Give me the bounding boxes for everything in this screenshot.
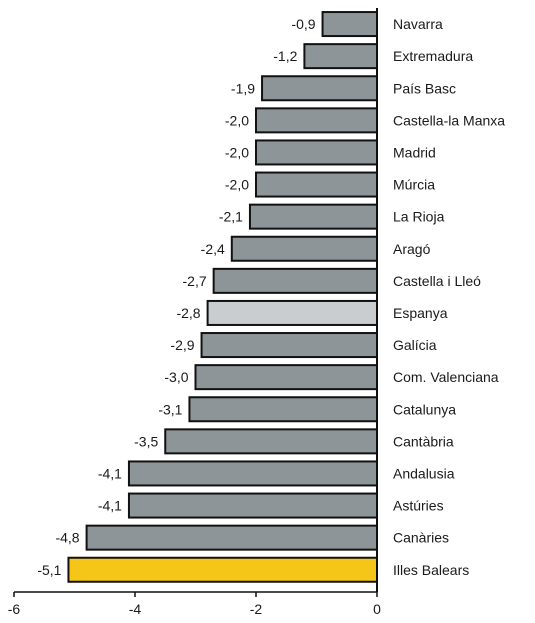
bar-arago <box>230 235 378 262</box>
value-label-extremadura: -1,2 <box>273 48 297 64</box>
bar-castella-i-lleo <box>212 267 378 294</box>
bar-castella-la-manxa <box>255 107 378 134</box>
x-tick-label: -2 <box>250 601 263 617</box>
value-label-castella-i-lleo: -2,7 <box>183 273 207 289</box>
bar-cantabria <box>164 428 378 455</box>
bar-la-rioja <box>248 203 378 230</box>
category-label-cantabria: Cantàbria <box>393 433 454 449</box>
category-label-canaries: Canàries <box>393 530 449 546</box>
value-label-illes-balears: -5,1 <box>37 562 61 578</box>
bar-catalunya <box>188 396 378 423</box>
bar-canaries <box>85 524 378 551</box>
category-label-la-rioja: La Rioja <box>393 209 445 225</box>
bar-espanya <box>206 299 378 326</box>
bar-illes-balears <box>67 556 378 583</box>
category-label-galicia: Galícia <box>393 337 437 353</box>
value-label-navarra: -0,9 <box>291 16 315 32</box>
category-label-navarra: Navarra <box>393 16 443 32</box>
value-label-madrid: -2,0 <box>225 144 249 160</box>
category-label-extremadura: Extremadura <box>393 48 473 64</box>
category-label-murcia: Múrcia <box>393 177 435 193</box>
category-label-madrid: Madrid <box>393 144 436 160</box>
value-label-cantabria: -3,5 <box>134 433 158 449</box>
value-label-galicia: -2,9 <box>170 337 194 353</box>
value-label-espanya: -2,8 <box>176 305 200 321</box>
bar-com-valenciana <box>194 364 378 391</box>
value-label-catalunya: -3,1 <box>158 401 182 417</box>
bars-group <box>67 11 378 583</box>
category-label-castella-i-lleo: Castella i Lleó <box>393 273 481 289</box>
category-label-andalusia: Andalusia <box>393 465 455 481</box>
x-tick-label: -6 <box>8 601 21 617</box>
value-label-pais-basc: -1,9 <box>231 80 255 96</box>
bar-extremadura <box>303 43 378 70</box>
category-label-catalunya: Catalunya <box>393 401 456 417</box>
category-label-illes-balears: Illes Balears <box>393 562 469 578</box>
value-label-com-valenciana: -3,0 <box>164 369 188 385</box>
bar-murcia <box>255 171 378 198</box>
bar-andalusia <box>127 460 378 487</box>
category-label-arago: Aragó <box>393 241 431 257</box>
category-label-espanya: Espanya <box>393 305 448 321</box>
x-axis: -6 -4 -2 0 <box>8 8 381 617</box>
value-label-asturies: -4,1 <box>98 498 122 514</box>
bar-pais-basc <box>261 75 378 102</box>
category-label-pais-basc: País Basc <box>393 80 456 96</box>
category-label-asturies: Astúries <box>393 498 444 514</box>
category-label-com-valenciana: Com. Valenciana <box>393 369 499 385</box>
value-label-arago: -2,4 <box>201 241 225 257</box>
value-label-andalusia: -4,1 <box>98 465 122 481</box>
value-label-murcia: -2,0 <box>225 177 249 193</box>
bar-galicia <box>200 332 378 359</box>
category-label-castella-la-manxa: Castella-la Manxa <box>393 112 505 128</box>
value-label-castella-la-manxa: -2,0 <box>225 112 249 128</box>
x-tick-label: -4 <box>129 601 142 617</box>
bar-madrid <box>255 139 378 166</box>
bar-navarra <box>321 11 378 38</box>
value-label-la-rioja: -2,1 <box>219 209 243 225</box>
x-tick-label: 0 <box>373 601 381 617</box>
value-label-canaries: -4,8 <box>55 530 79 546</box>
value-labels-group: -0,9 -1,2 -1,9 -2,0 -2,0 -2,0 -2,1 -2,4 -2,7 -2,8… <box>37 16 315 578</box>
bar-asturies <box>127 492 378 519</box>
category-labels-group: Navarra Extremadura País Basc Castella-la M… <box>393 16 505 578</box>
